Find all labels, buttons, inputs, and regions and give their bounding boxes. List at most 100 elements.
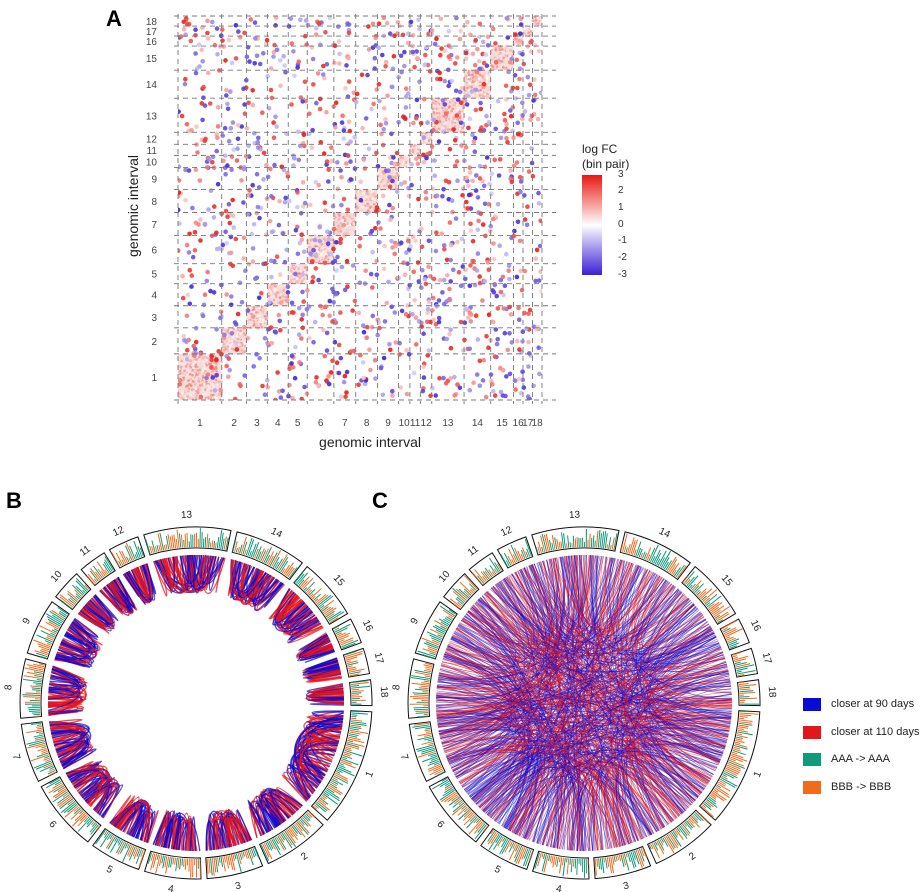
bin-pair-point [326,167,332,172]
compartment-bar [34,736,44,739]
bin-pair-point [489,171,495,177]
bin-pair-point [498,389,504,395]
sector-label: 8 [3,684,14,691]
bin-pair-point [185,22,190,27]
compartment-bar [271,839,281,856]
bin-pair-point [212,388,218,393]
compartment-bar [464,575,478,590]
compartment-bar [41,746,47,749]
compartment-bar [44,640,52,644]
compartment-bar [278,834,285,843]
bin-pair-point [381,127,387,132]
diagonal-point [205,380,208,383]
compartment-bar [509,841,513,847]
compartment-bar [96,561,107,576]
sector-label: 15 [331,573,347,589]
diagonal-point [520,39,523,42]
bin-pair-point [190,205,195,211]
compartment-bar [323,791,330,797]
compartment-bar [429,652,436,656]
compartment-bar [59,596,74,608]
bin-pair-point [391,155,396,160]
bin-pair-point [467,388,473,393]
compartment-bar [317,594,332,606]
compartment-bar [281,568,286,574]
diagonal-point [222,345,225,349]
bin-pair-point [474,173,479,178]
compartment-bar [33,760,52,769]
diagonal-point [366,202,369,205]
diagonal-point [529,27,533,31]
compartment-bar [36,652,48,657]
bin-pair-point [495,306,501,311]
compartment-bar [149,545,153,554]
bin-pair-point [322,353,328,359]
compartment-bar [330,781,338,787]
diagonal-point [449,117,453,120]
bin-pair-point [448,327,453,333]
bin-pair-point [440,98,446,103]
bin-pair-point [447,286,452,292]
compartment-bar [315,594,327,604]
diagonal-point [178,364,181,367]
compartment-bar [737,728,744,730]
diagonal-point [223,349,226,352]
compartment-bar [345,656,358,661]
bin-pair-point [475,195,481,200]
bin-pair-point [401,260,406,266]
compartment-bar [30,685,41,688]
chord-link [289,611,320,636]
compartment-bar [39,650,49,654]
compartment-bar [482,571,490,580]
bin-pair-point [231,147,236,152]
diagonal-point [351,231,355,234]
compartment-bar [688,818,694,824]
diagonal-point [534,16,537,19]
diagonal-point [317,257,321,260]
compartment-bar [338,766,352,773]
bin-pair-point [426,31,431,36]
compartment-bar [432,779,449,790]
bin-pair-point [230,197,235,203]
compartment-bar [348,668,357,671]
bin-pair-point [509,340,515,345]
diagonal-point [442,110,445,113]
compartment-bar [75,580,88,592]
bin-pair-point [390,84,395,90]
diagonal-point [330,256,334,260]
compartment-bar [534,852,541,869]
bin-pair-point [413,315,419,320]
compartment-bar [587,858,589,865]
diagonal-point [517,38,521,42]
compartment-bar [508,548,516,564]
bin-pair-point [205,70,211,76]
bin-pair-point [324,330,330,336]
compartment-bar [328,611,345,622]
bin-pair-point [536,345,541,351]
bin-pair-point [426,264,431,270]
diagonal-point [369,200,372,204]
diagonal-point [364,194,368,198]
bin-pair-point [323,208,328,214]
compartment-bar [213,857,217,873]
chord-link [156,810,175,850]
compartment-bar [346,660,358,665]
bin-pair-point [474,268,480,273]
compartment-bar [47,643,52,646]
bin-pair-point [446,54,452,59]
bin-pair-point [467,310,473,316]
compartment-bar [738,724,749,728]
bin-pair-point [481,60,487,66]
sector-label: 12 [499,524,514,539]
compartment-bar [95,571,102,580]
bin-pair-point [308,202,313,208]
compartment-bar [305,813,311,819]
chord-link [57,641,87,658]
bin-pair-point [345,21,350,26]
chord-link [78,606,107,631]
chord-link [285,595,318,628]
diagonal-point [339,216,342,220]
diagonal-point [403,161,407,164]
diagonal-point [302,278,306,281]
compartment-bar [489,565,497,575]
